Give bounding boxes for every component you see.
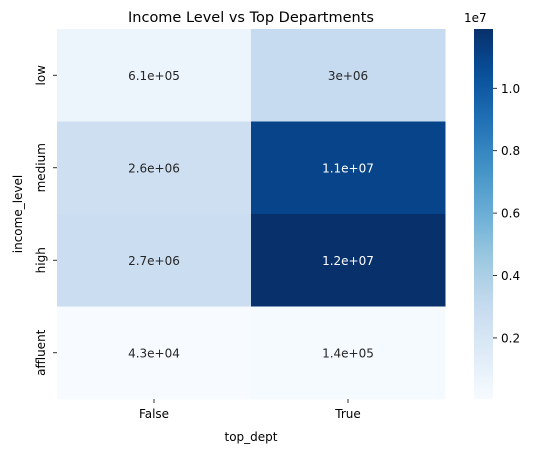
colorbar-tick-label: 0.6 bbox=[501, 207, 520, 221]
heatmap-cell bbox=[251, 214, 446, 307]
cell-annotation: 1.1e+07 bbox=[322, 161, 374, 175]
colorbar-tick-label: 0.8 bbox=[501, 144, 520, 158]
heatmap-cell bbox=[57, 306, 252, 400]
colorbar-offset-label: 1e7 bbox=[464, 11, 487, 25]
y-axis-ticks: low medium high affluent bbox=[34, 65, 57, 376]
heatmap-cells: 6.1e+05 3e+06 2.6e+06 1.1e+07 2.7e+06 1.2e+07… bbox=[57, 29, 446, 400]
heatmap-cell bbox=[57, 121, 252, 215]
y-tick-label: low bbox=[34, 65, 48, 86]
colorbar: 0.2 0.4 0.6 0.8 1.0 1e7 bbox=[464, 11, 520, 399]
x-tick-label: True bbox=[334, 407, 361, 421]
y-axis-label: income_level bbox=[11, 175, 25, 254]
colorbar-tick-label: 0.2 bbox=[501, 331, 520, 345]
chart-title: Income Level vs Top Departments bbox=[128, 10, 374, 26]
colorbar-gradient bbox=[474, 29, 493, 399]
y-tick-label: high bbox=[34, 247, 48, 273]
heatmap-cell bbox=[251, 29, 446, 122]
heatmap-cell bbox=[251, 121, 446, 215]
cell-annotation: 3e+06 bbox=[328, 69, 368, 83]
heatmap-cell bbox=[57, 29, 252, 122]
heatmap-cell bbox=[251, 306, 446, 400]
cell-annotation: 1.4e+05 bbox=[322, 346, 374, 360]
cell-annotation: 2.6e+06 bbox=[128, 161, 180, 175]
cell-annotation: 4.3e+04 bbox=[128, 346, 180, 360]
x-tick-label: False bbox=[139, 407, 169, 421]
cell-annotation: 2.7e+06 bbox=[128, 254, 180, 268]
colorbar-tick-label: 0.4 bbox=[501, 269, 520, 283]
y-tick-label: medium bbox=[34, 143, 48, 192]
x-axis-ticks: False True bbox=[139, 399, 361, 421]
colorbar-tick-label: 1.0 bbox=[501, 82, 520, 96]
cell-annotation: 1.2e+07 bbox=[322, 254, 374, 268]
cell-annotation: 6.1e+05 bbox=[128, 69, 180, 83]
y-tick-label: affluent bbox=[34, 329, 48, 376]
heatmap-cell bbox=[57, 214, 252, 307]
x-axis-label: top_dept bbox=[225, 430, 278, 444]
